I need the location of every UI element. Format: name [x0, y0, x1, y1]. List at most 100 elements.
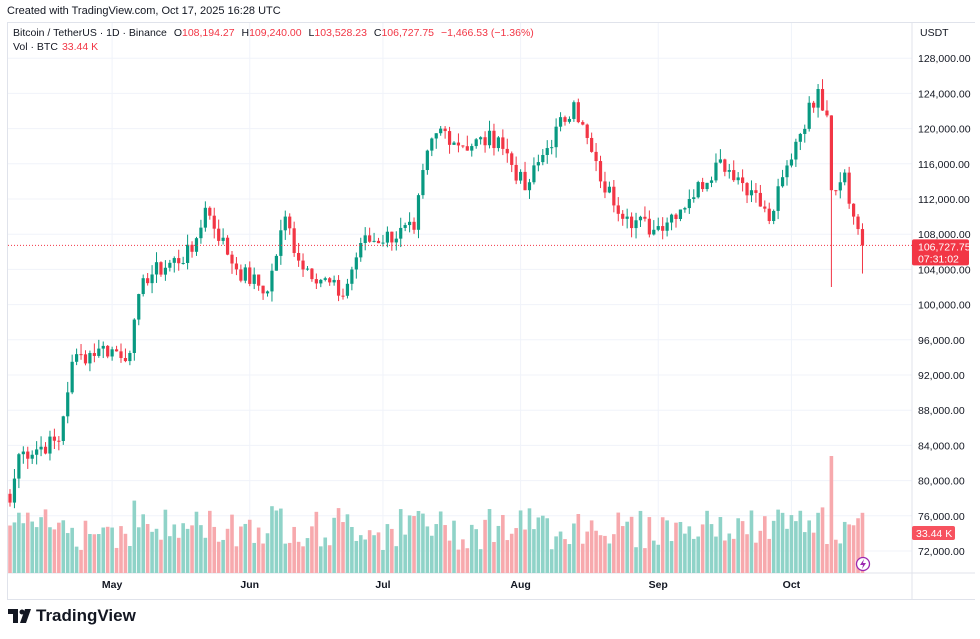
candle-body: [669, 214, 674, 223]
y-tick-label: 108,000.00: [918, 229, 971, 241]
volume-bar: [83, 520, 88, 573]
volume-bar: [492, 541, 496, 573]
currency-unit[interactable]: USDT: [920, 27, 949, 39]
y-tick-label: 128,000.00: [918, 53, 971, 65]
volume-bar: [705, 510, 709, 573]
candle-body: [359, 243, 363, 258]
tradingview-logo-icon: [8, 609, 31, 623]
candle-body: [336, 279, 341, 296]
candle-body: [567, 118, 572, 122]
candle-body: [603, 181, 607, 193]
candle-body: [181, 262, 185, 264]
candle-body: [727, 170, 731, 172]
candle-body: [838, 182, 842, 191]
candle-body: [163, 267, 167, 275]
x-tick-label: Jun: [240, 579, 259, 591]
volume-bar: [310, 526, 314, 573]
candle-body: [452, 142, 456, 145]
volume-bar: [21, 523, 26, 573]
high-label: H: [241, 27, 250, 39]
candle-body: [21, 451, 25, 455]
candle-body: [319, 279, 323, 284]
candle-body: [225, 237, 230, 255]
volume-bar: [829, 456, 834, 573]
candle-body: [310, 268, 314, 280]
candle-body: [123, 358, 128, 362]
candle-body: [70, 361, 74, 393]
candle-body: [17, 454, 21, 479]
candle-body: [248, 267, 252, 284]
candle-body: [519, 171, 523, 181]
close-value: 106,727.75: [381, 27, 435, 39]
candle-body: [314, 279, 318, 284]
low-value: 103,528.23: [314, 27, 367, 39]
candle-body: [12, 478, 17, 503]
volume-bar: [385, 524, 390, 573]
candle-body: [541, 155, 545, 163]
volume-bar: [421, 513, 425, 573]
volume-bar: [390, 528, 394, 573]
volume-bar: [465, 548, 470, 573]
volume-bar: [185, 528, 190, 573]
high-value: 109,240.00: [249, 27, 302, 39]
volume-bar: [25, 512, 30, 573]
volume-bar: [709, 524, 714, 573]
open-value: 108,194.27: [181, 27, 235, 39]
candle-body: [812, 102, 816, 108]
volume-bar: [652, 540, 656, 573]
candle-body: [687, 199, 691, 209]
candle-body: [550, 147, 554, 149]
volume-bar: [101, 527, 106, 573]
candle-body: [701, 182, 705, 190]
candle-body: [239, 269, 243, 281]
volume-bar: [794, 521, 798, 573]
candle-body: [168, 262, 172, 268]
candle-body: [159, 262, 163, 275]
y-tick-label: 124,000.00: [918, 88, 971, 100]
volume-bar: [208, 510, 212, 573]
candle-body: [190, 244, 194, 252]
candle-body: [563, 117, 567, 122]
candle-body: [101, 345, 105, 349]
candle-body: [780, 177, 785, 187]
open-label: O: [173, 27, 182, 39]
volume-bar: [203, 537, 208, 573]
volume-bar: [558, 531, 563, 573]
candle-body: [203, 207, 207, 228]
candle-body: [754, 190, 758, 193]
volume-bar: [736, 518, 740, 573]
volume-bar: [430, 535, 434, 573]
candle-body: [607, 186, 611, 193]
candle-body: [465, 146, 469, 151]
volume-bar: [612, 534, 616, 573]
candle-body: [283, 216, 287, 231]
volume-bar: [190, 525, 194, 573]
volume-bar: [323, 537, 328, 573]
volume-bar: [234, 546, 239, 573]
candle-body: [816, 89, 820, 108]
candle-body: [416, 195, 421, 230]
candle-body: [177, 258, 181, 264]
volume-bar: [589, 520, 594, 573]
candle-body: [692, 197, 696, 199]
candle-body: [803, 128, 807, 134]
volume-bar: [141, 514, 145, 573]
tradingview-logo[interactable]: TradingView: [8, 606, 136, 626]
volume-bar: [785, 528, 789, 573]
candle-body: [394, 238, 398, 243]
volume-bar: [634, 547, 638, 573]
volume-bar: [30, 521, 34, 573]
volume-bar: [780, 512, 785, 573]
symbol-title[interactable]: Bitcoin / TetherUS · 1D · Binance: [13, 27, 167, 39]
volume-bar: [798, 510, 803, 573]
volume-label[interactable]: Vol · BTC: [13, 41, 58, 53]
candle-body: [385, 231, 389, 243]
candle-body: [421, 170, 425, 196]
volume-bar: [518, 510, 523, 573]
candle-body: [585, 124, 589, 138]
x-tick-label: Aug: [510, 579, 530, 591]
volume-bar: [314, 511, 319, 573]
volume-bar: [212, 526, 217, 573]
volume-bar: [372, 535, 376, 573]
